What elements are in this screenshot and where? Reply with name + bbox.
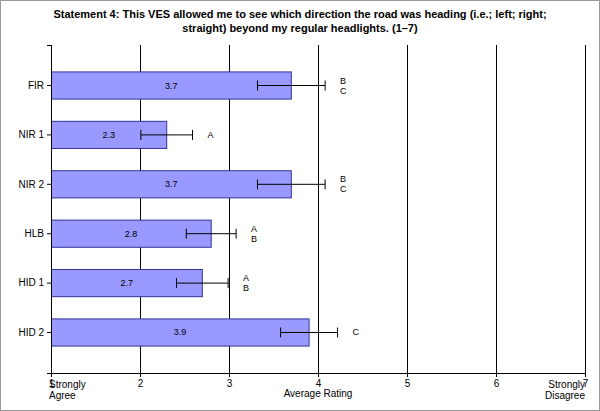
error-bar-line [281, 332, 338, 333]
data-labels: 3.7 2.3 3.7 2.8 2.7 3.9 [103, 81, 187, 338]
group-letter: C [353, 327, 360, 337]
x-tick: 3 [227, 373, 233, 389]
error-bar [257, 179, 325, 189]
x-axis: 1234567 [49, 373, 589, 389]
error-bar-cap [325, 81, 326, 91]
y-tick: HID 2 [18, 327, 51, 338]
error-bar-cap [257, 81, 258, 91]
error-bar-cap [186, 229, 187, 239]
y-tick-label: NIR 1 [18, 129, 44, 140]
y-tick-mark [47, 283, 51, 284]
x-tick-label: 5 [405, 378, 411, 389]
group-letter: C [340, 184, 347, 194]
x-tick-label: 6 [494, 378, 500, 389]
x-end-label: StronglyAgree [49, 379, 86, 401]
y-tick: FIR [28, 80, 51, 91]
title: Statement 4: This VES allowed me to see … [53, 8, 546, 20]
y-tick: HLB [25, 228, 51, 239]
grid [51, 45, 585, 373]
error-bar-cap [337, 327, 338, 337]
error-bar-cap [192, 130, 193, 140]
error-bar-line [186, 233, 236, 234]
x-axis-title: Average Rating [284, 388, 353, 399]
y-tick-mark [47, 85, 51, 86]
grid-line [407, 45, 408, 373]
title: straight) beyond my regular headlights. … [182, 22, 418, 34]
x-tick-mark [496, 373, 497, 377]
data-label: 3.9 [174, 327, 187, 337]
data-label: 3.7 [165, 81, 178, 91]
y-tick-mark [47, 233, 51, 234]
grid-line [496, 45, 497, 373]
group-letter: B [251, 234, 257, 244]
y-tick-label: NIR 2 [18, 179, 44, 190]
bar [51, 72, 291, 99]
x-tick-mark [585, 373, 586, 377]
group-letter: A [251, 224, 257, 234]
x-tick: 6 [494, 373, 500, 389]
y-tick: NIR 1 [18, 129, 51, 140]
error-bar-cap [325, 179, 326, 189]
y-tick-label: HID 2 [18, 327, 44, 338]
x-tick: 2 [138, 373, 144, 389]
bar [51, 171, 291, 198]
marks [51, 72, 338, 346]
error-bar-cap [176, 278, 177, 288]
y-tick-label: FIR [28, 80, 44, 91]
bar [51, 319, 309, 346]
frame [1, 1, 600, 411]
data-label: 2.3 [103, 130, 116, 140]
error-bar [281, 327, 338, 337]
grid-line [585, 45, 586, 373]
x-tick-mark [51, 373, 52, 377]
data-label: 3.7 [165, 179, 178, 189]
error-bar-line [176, 283, 228, 284]
error-bar-line [257, 85, 325, 86]
error-bar-cap [228, 278, 229, 288]
error-bar-cap [280, 327, 281, 337]
y-axis-line [47, 46, 52, 374]
chart: Statement 4: This VES allowed me to see … [0, 0, 600, 411]
error-bar-cap [140, 130, 141, 140]
y-tick-mark [47, 184, 51, 185]
x-axis-line [52, 374, 586, 378]
error-bar-line [141, 134, 193, 135]
group-letter: B [340, 76, 346, 86]
y-tick-mark [47, 134, 51, 135]
x-tick-label: 3 [227, 378, 233, 389]
x-tick: 4 [316, 373, 322, 389]
error-bar [176, 278, 228, 288]
x-tick-mark [229, 373, 230, 377]
title-group: Statement 4: This VES allowed me to see … [53, 8, 546, 34]
x-tick-mark [318, 373, 319, 377]
error-bar [257, 81, 325, 91]
x-tick-label: 2 [138, 378, 144, 389]
error-bar-cap [257, 179, 258, 189]
x-tick-mark [140, 373, 141, 377]
x-tick-mark [407, 373, 408, 377]
data-label: 2.8 [125, 229, 138, 239]
y-tick-label: HLB [25, 228, 45, 239]
x-tick: 5 [405, 373, 411, 389]
grid-line [318, 45, 319, 373]
group-letters: BCABCABABC [208, 76, 360, 338]
x-end-label: StronglyDisagree [545, 379, 585, 401]
data-label: 2.7 [120, 278, 133, 288]
y-tick: HID 1 [18, 277, 51, 288]
error-bar [141, 130, 193, 140]
error-bar-line [257, 184, 325, 185]
group-letter: B [243, 283, 249, 293]
error-bar-cap [236, 229, 237, 239]
y-tick-label: HID 1 [18, 277, 44, 288]
y-tick: NIR 2 [18, 179, 51, 190]
error-bar [186, 229, 236, 239]
group-letter: B [340, 174, 346, 184]
group-letter: C [340, 86, 347, 96]
group-letter: A [208, 130, 214, 140]
group-letter: A [243, 273, 249, 283]
y-axis: FIR NIR 1 NIR 2 HLB HID 1 HID 2 [18, 46, 51, 374]
y-tick-mark [47, 332, 51, 333]
